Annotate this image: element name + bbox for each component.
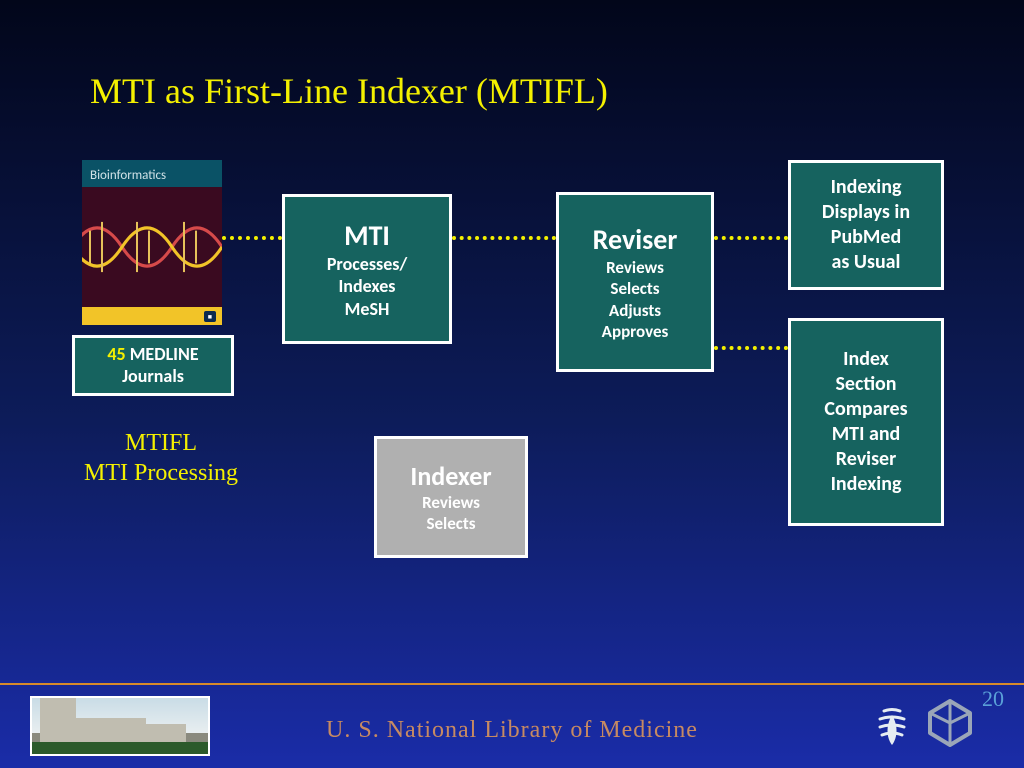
journals-count-box: 45 MEDLINE Journals (72, 335, 234, 396)
journal-cover-label: Bioinformatics (82, 160, 222, 187)
dotted-connector (452, 236, 556, 240)
dotted-connector (714, 346, 788, 350)
journal-cover-art (82, 187, 222, 307)
box-mti: MTI Processes/IndexesMeSH (282, 194, 452, 344)
journal-cover: Bioinformatics ■ (82, 160, 222, 325)
journals-count: 45 (107, 343, 125, 365)
box-indexer-sub: ReviewsSelects (422, 492, 480, 535)
box-mti-title: MTI (344, 218, 390, 253)
box-indexer-title: Indexer (410, 460, 491, 492)
journal-cover-footer: ■ (82, 307, 222, 325)
subtitle-line1: MTIFL (56, 428, 266, 458)
slide: MTI as First-Line Indexer (MTIFL) Bioinf… (0, 0, 1024, 768)
subtitle-line2: MTI Processing (56, 458, 266, 488)
box-pubmed-sub: IndexingDisplays inPubMedas Usual (822, 175, 910, 275)
box-indexer: Indexer ReviewsSelects (374, 436, 528, 558)
nlm-logo-icon (924, 697, 976, 754)
footer-rule (0, 683, 1024, 685)
subtitle: MTIFL MTI Processing (56, 428, 266, 488)
dotted-connector (714, 236, 788, 240)
hhs-logo-icon (868, 701, 916, 754)
box-mti-sub: Processes/IndexesMeSH (327, 253, 407, 321)
box-compare-sub: IndexSectionComparesMTI andReviserIndexi… (824, 347, 907, 497)
journals-label: MEDLINE Journals (122, 343, 199, 387)
box-reviser: Reviser ReviewsSelectsAdjustsApproves (556, 192, 714, 372)
box-pubmed: IndexingDisplays inPubMedas Usual (788, 160, 944, 290)
box-reviser-sub: ReviewsSelectsAdjustsApproves (602, 257, 669, 342)
box-compare: IndexSectionComparesMTI andReviserIndexi… (788, 318, 944, 526)
slide-title: MTI as First-Line Indexer (MTIFL) (90, 70, 608, 112)
dotted-connector (222, 236, 282, 240)
footer: U. S. National Library of Medicine (0, 683, 1024, 768)
box-reviser-title: Reviser (593, 222, 678, 257)
